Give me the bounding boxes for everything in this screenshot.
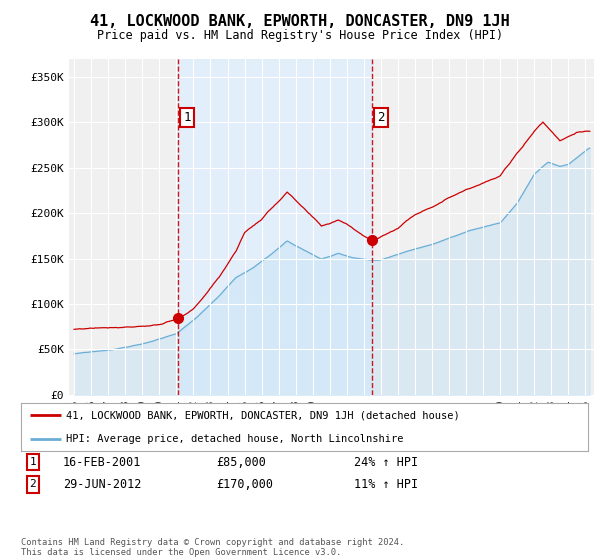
Text: 24% ↑ HPI: 24% ↑ HPI bbox=[354, 455, 418, 469]
Text: £85,000: £85,000 bbox=[216, 455, 266, 469]
Bar bbox=[178, 59, 373, 395]
Text: 41, LOCKWOOD BANK, EPWORTH, DONCASTER, DN9 1JH (detached house): 41, LOCKWOOD BANK, EPWORTH, DONCASTER, D… bbox=[67, 410, 460, 420]
Text: HPI: Average price, detached house, North Lincolnshire: HPI: Average price, detached house, Nort… bbox=[67, 434, 404, 444]
Text: £170,000: £170,000 bbox=[216, 478, 273, 491]
Text: 2: 2 bbox=[29, 479, 37, 489]
Text: 2: 2 bbox=[377, 111, 385, 124]
Text: Price paid vs. HM Land Registry's House Price Index (HPI): Price paid vs. HM Land Registry's House … bbox=[97, 29, 503, 42]
Text: 1: 1 bbox=[184, 111, 191, 124]
Text: 41, LOCKWOOD BANK, EPWORTH, DONCASTER, DN9 1JH: 41, LOCKWOOD BANK, EPWORTH, DONCASTER, D… bbox=[90, 14, 510, 29]
Text: 29-JUN-2012: 29-JUN-2012 bbox=[63, 478, 142, 491]
Text: Contains HM Land Registry data © Crown copyright and database right 2024.
This d: Contains HM Land Registry data © Crown c… bbox=[21, 538, 404, 557]
Text: 1: 1 bbox=[29, 457, 37, 467]
Text: 11% ↑ HPI: 11% ↑ HPI bbox=[354, 478, 418, 491]
Text: 16-FEB-2001: 16-FEB-2001 bbox=[63, 455, 142, 469]
